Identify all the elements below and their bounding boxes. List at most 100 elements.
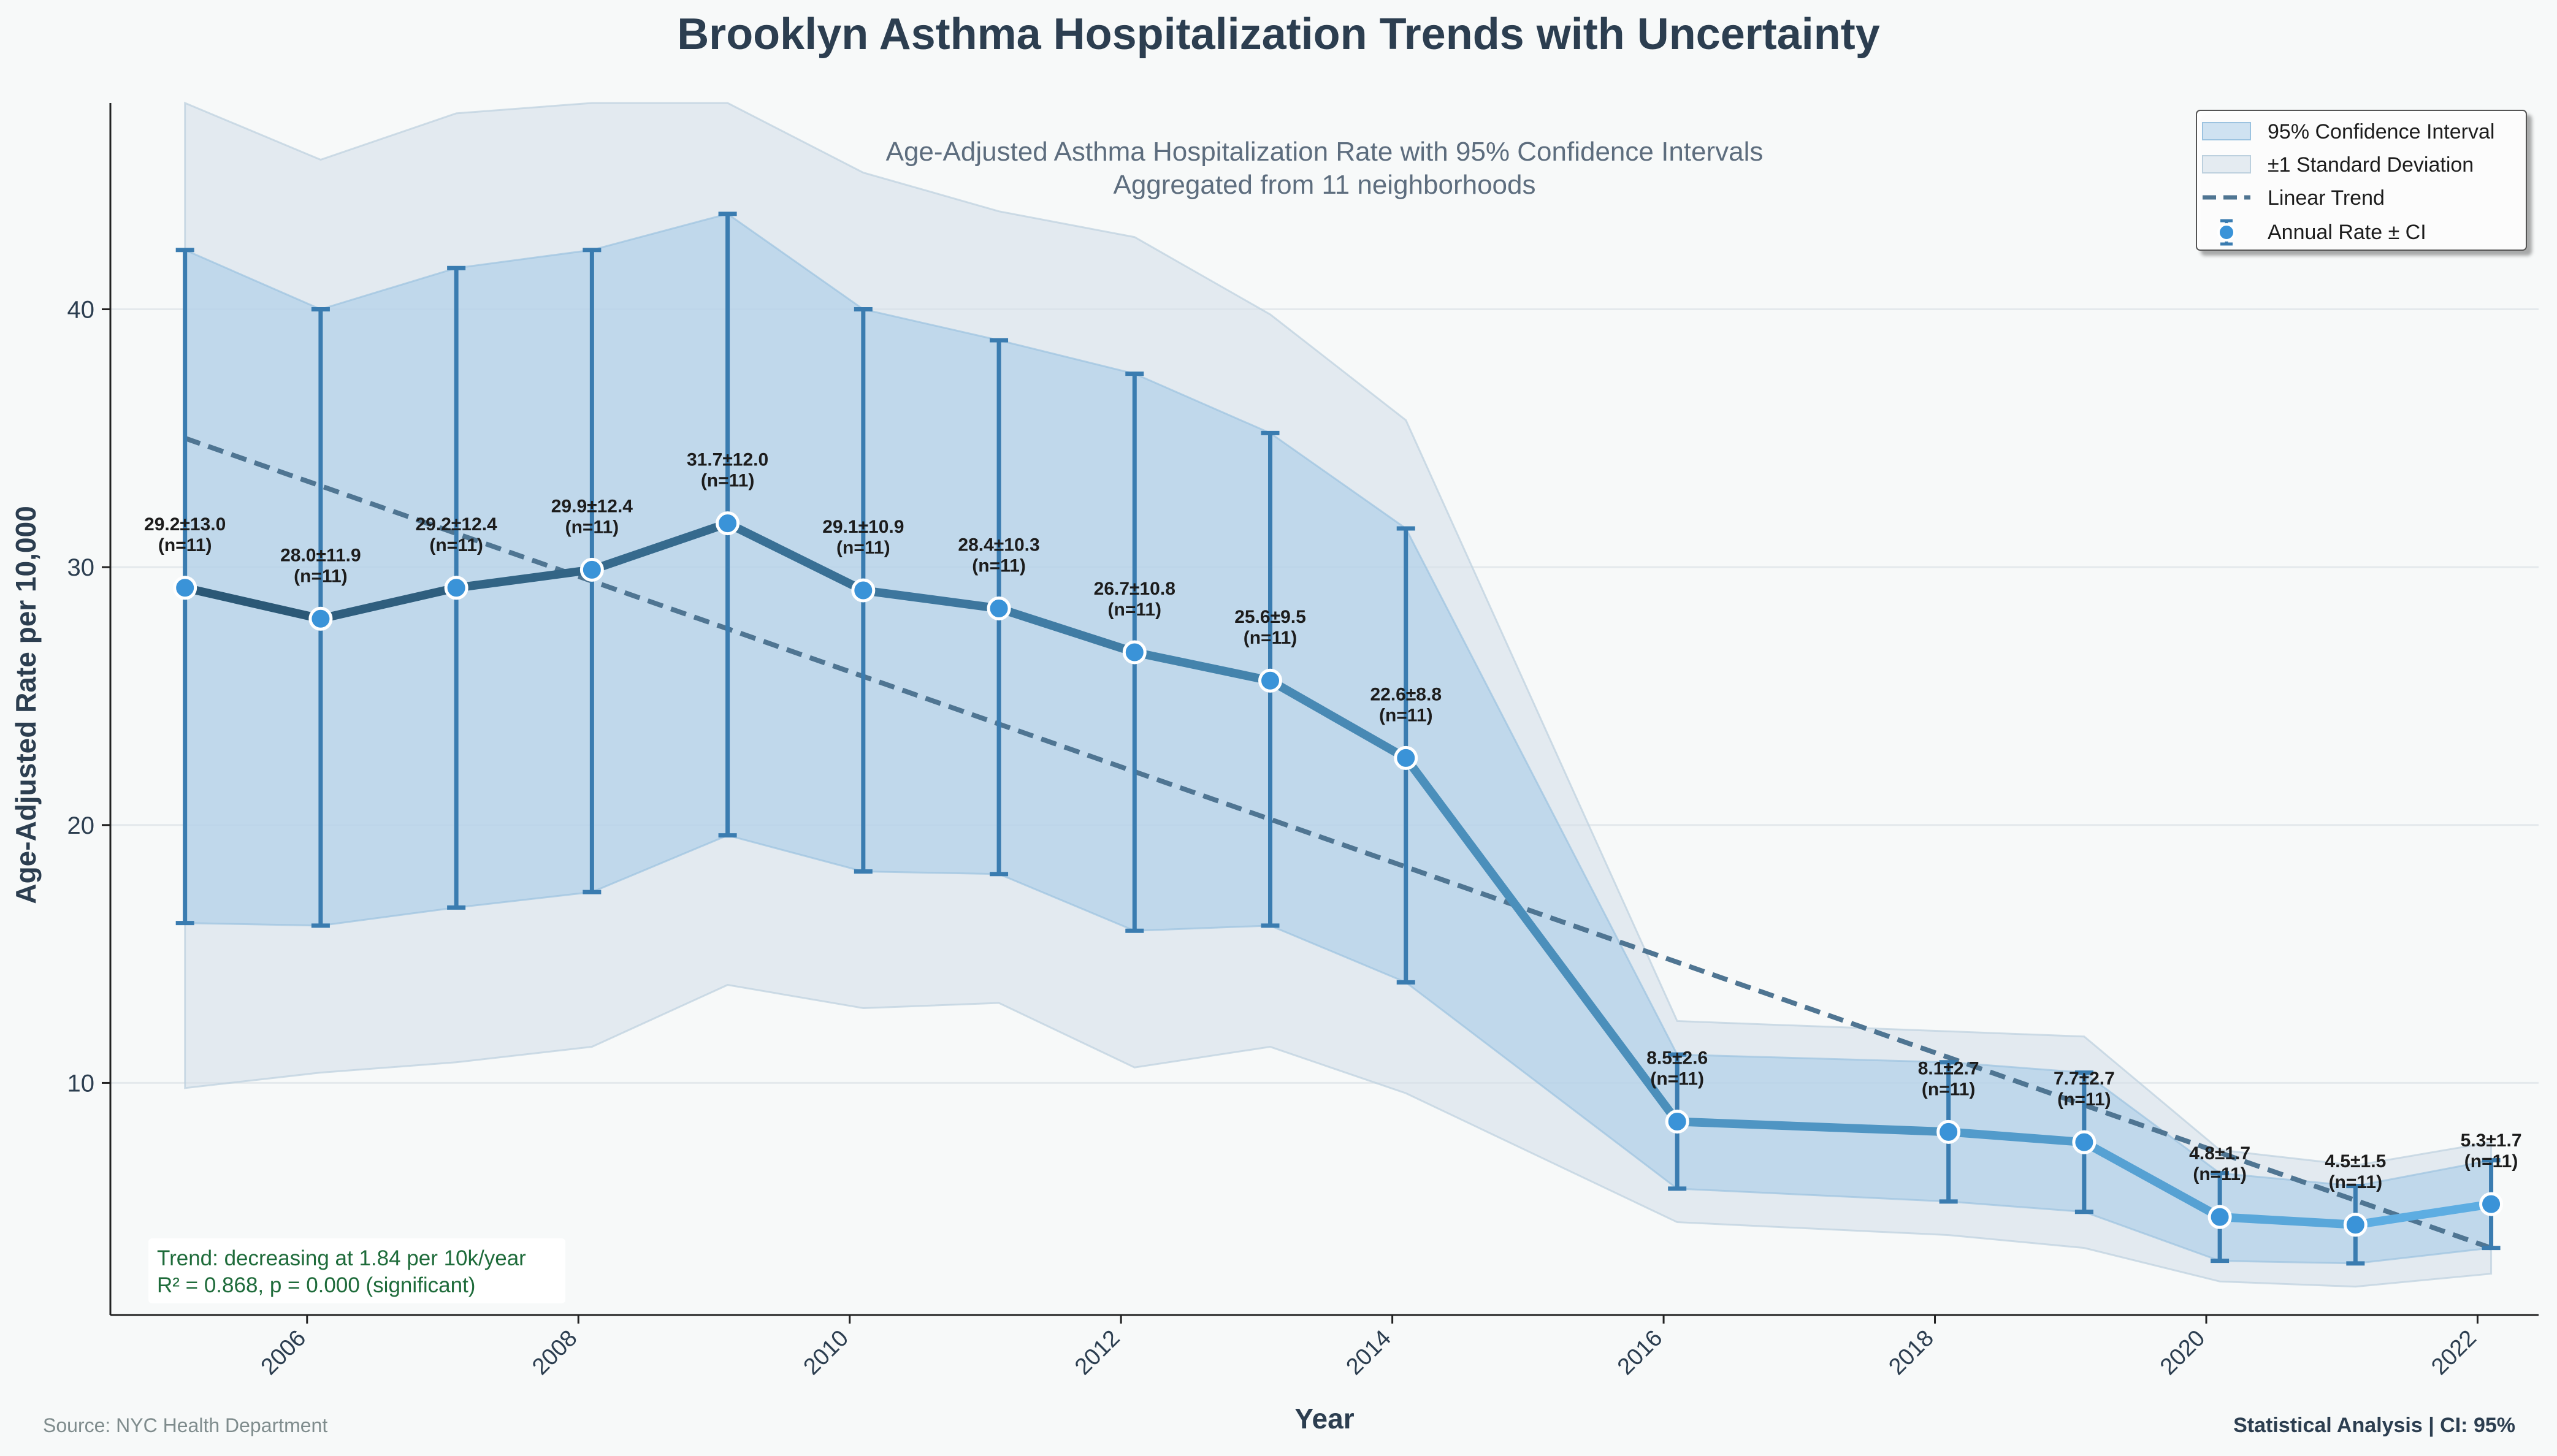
- data-point-layer: [173, 511, 2504, 1237]
- data-point-3: [579, 557, 604, 582]
- legend-label-sd-band: ±1 Standard Deviation: [2268, 153, 2474, 177]
- legend-label-ci-band: 95% Confidence Interval: [2268, 120, 2494, 143]
- data-label-4: 31.7±12.0: [687, 450, 768, 470]
- data-label-10: 8.5±2.6: [1646, 1048, 1708, 1069]
- legend-label-trend: Linear Trend: [2268, 186, 2385, 210]
- data-label-n-0: (n=11): [158, 535, 212, 555]
- data-label-15: 5.3±1.7: [2461, 1130, 2522, 1151]
- x-tick-label-2022: 2022: [2426, 1325, 2481, 1380]
- legend-label-points: Annual Rate ± CI: [2268, 221, 2426, 244]
- x-tick-label-2016: 2016: [1613, 1325, 1667, 1380]
- y-tick-label-10: 10: [67, 1070, 95, 1097]
- data-label-n-15: (n=11): [2464, 1151, 2518, 1172]
- data-label-n-14: (n=11): [2329, 1172, 2383, 1192]
- y-axis-label: Age-Adjusted Rate per 10,000: [10, 506, 42, 904]
- data-label-n-9: (n=11): [1379, 705, 1433, 725]
- analysis-note: Statistical Analysis | CI: 95%: [2233, 1414, 2515, 1437]
- axes: [109, 103, 2539, 1316]
- chart-subtitle-line-2: Aggregated from 11 neighborhoods: [1113, 170, 1535, 200]
- data-point-10: [1665, 1110, 1689, 1134]
- data-label-n-4: (n=11): [701, 471, 755, 491]
- series-line-segment-7: [1130, 647, 1275, 685]
- data-label-n-2: (n=11): [429, 535, 483, 555]
- legend-swatch-ci-band: [2202, 122, 2251, 140]
- trend-stats-line-1: Trend: decreasing at 1.84 per 10k/year: [157, 1246, 526, 1270]
- data-point-2: [444, 576, 468, 600]
- data-label-3: 29.9±12.4: [551, 496, 633, 516]
- data-point-6: [987, 596, 1011, 620]
- series-line-segment-2: [452, 565, 597, 592]
- data-label-6: 28.4±10.3: [958, 535, 1039, 555]
- data-point-8: [1258, 668, 1283, 693]
- x-tick-label-2018: 2018: [1884, 1325, 1938, 1380]
- series-line-segment-3: [587, 519, 732, 574]
- data-label-n-8: (n=11): [1244, 628, 1298, 648]
- data-label-13: 4.8±1.7: [2189, 1143, 2250, 1164]
- data-point-13: [2207, 1205, 2232, 1229]
- series-line-segment-14: [2351, 1200, 2496, 1229]
- data-label-9: 22.6±8.8: [1370, 684, 1442, 704]
- data-label-n-10: (n=11): [1650, 1069, 1704, 1089]
- x-axis-label: Year: [1294, 1403, 1354, 1435]
- data-label-14: 4.5±1.5: [2325, 1151, 2386, 1172]
- data-point-15: [2479, 1192, 2504, 1216]
- data-label-layer: 29.2±13.0(n=11) 28.0±11.9(n=11)29.2±12.4(…: [144, 450, 2521, 1192]
- data-label-n-11: (n=11): [1922, 1079, 1976, 1099]
- series-line-segment-8: [1266, 676, 1410, 763]
- series-line-segment-9: [1401, 753, 1682, 1126]
- series-line-segment-11: [1944, 1127, 2089, 1147]
- data-label-n-1: (n=11): [294, 566, 348, 586]
- data-point-5: [851, 578, 876, 603]
- trend-stats-box: Trend: decreasing at 1.84 per 10k/year R…: [148, 1238, 565, 1303]
- series-line-segment-10: [1673, 1117, 1953, 1137]
- x-tick-label-2006: 2006: [256, 1325, 311, 1380]
- x-tick-label-2014: 2014: [1341, 1325, 1396, 1380]
- source-note: Source: NYC Health Department: [43, 1414, 327, 1436]
- data-point-11: [1936, 1119, 1961, 1144]
- data-label-5: 29.1±10.9: [822, 517, 904, 537]
- data-label-12: 7.7±2.7: [2054, 1069, 2115, 1089]
- series-line-segment-1: [316, 583, 461, 623]
- data-label-n-6: (n=11): [972, 555, 1026, 576]
- data-point-0: [173, 576, 197, 600]
- chart-subtitle-line-1: Age-Adjusted Asthma Hospitalization Rate…: [886, 137, 1764, 167]
- x-tick-label-2020: 2020: [2155, 1325, 2210, 1380]
- data-point-14: [2343, 1213, 2368, 1237]
- series-line-segment-13: [2215, 1213, 2360, 1229]
- data-label-8: 25.6±9.5: [1234, 607, 1306, 627]
- legend-swatch-sd-band: [2202, 155, 2251, 173]
- data-label-11: 8.1±2.7: [1918, 1058, 1979, 1078]
- data-label-n-3: (n=11): [565, 517, 619, 537]
- data-label-0: 29.2±13.0: [144, 514, 226, 535]
- series-line-segment-12: [2079, 1138, 2225, 1222]
- series-line-segment-5: [858, 586, 1004, 613]
- data-point-1: [308, 606, 333, 631]
- data-label-n-13: (n=11): [2193, 1164, 2247, 1184]
- data-label-2: 29.2±12.4: [416, 514, 498, 535]
- x-tick-label-2012: 2012: [1070, 1325, 1125, 1380]
- data-point-9: [1394, 745, 1418, 770]
- data-label-7: 26.7±10.8: [1094, 579, 1175, 599]
- trend-stats-line-2: R² = 0.868, p = 0.000 (significant): [157, 1273, 475, 1297]
- x-tick-label-2008: 2008: [527, 1325, 582, 1380]
- series-line-segment-0: [180, 583, 325, 623]
- legend-frame: [2196, 110, 2527, 251]
- data-point-7: [1122, 640, 1147, 665]
- x-ticks: 2006 2008 2010 2012 2014 2016 2018 2020 2022: [256, 1315, 2482, 1380]
- series-line-segment-6: [995, 604, 1139, 657]
- x-tick-label-2010: 2010: [799, 1325, 854, 1380]
- series-line-segment-4: [723, 519, 868, 595]
- trend-stats-frame: [148, 1238, 565, 1303]
- y-tick-label-40: 40: [67, 297, 95, 324]
- data-point-12: [2072, 1130, 2096, 1154]
- data-point-4: [716, 511, 740, 536]
- data-label-n-5: (n=11): [836, 538, 890, 558]
- data-label-n-7: (n=11): [1108, 600, 1162, 620]
- y-tick-label-20: 20: [67, 812, 95, 839]
- y-tick-label-30: 30: [67, 554, 95, 581]
- legend-swatch-points: [2217, 219, 2236, 246]
- data-label-1: 28.0±11.9: [280, 545, 361, 565]
- series-line-layer: [180, 519, 2496, 1229]
- y-ticks: 10 20 30 40: [67, 297, 110, 1097]
